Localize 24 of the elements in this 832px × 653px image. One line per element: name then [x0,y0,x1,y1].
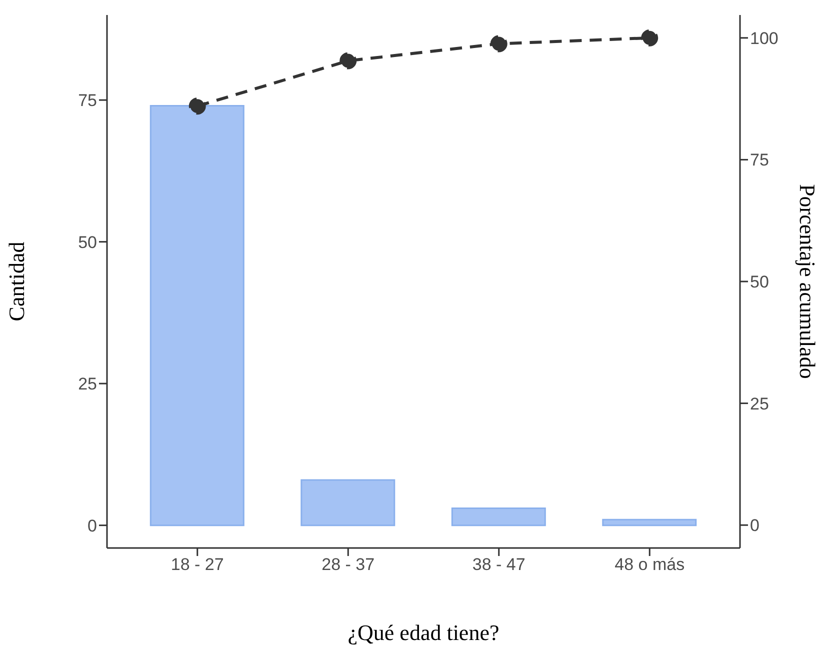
bar [150,104,244,526]
point [340,52,357,70]
y-tick-label: 75 [78,91,97,110]
x-tick-label: 18 - 27 [170,555,224,574]
y-tick-label: 50 [78,232,97,252]
y-tick-label: 25 [78,374,97,394]
y2-tick-label: 100 [750,28,778,48]
y2-tick-label: 25 [750,394,769,414]
y-axis-title: Cantidad [4,242,29,322]
x-axis-title: ¿Qué edad tiene? [348,620,500,645]
bar [300,479,396,526]
y2-axis-title: Porcentaje acumulado [795,184,820,379]
y-tick-label: 0 [88,516,97,536]
y2-tick-label: 0 [750,516,760,536]
bar [602,518,697,526]
x-tick-label: 38 - 47 [472,555,526,574]
x-tick-label: 48 o más [614,555,685,574]
x-tick-label: 28 - 37 [322,555,375,574]
y2-tick-label: 75 [750,150,769,170]
point [641,29,658,46]
point [188,98,206,115]
point [490,35,508,52]
bar [451,508,546,526]
y2-tick-label: 50 [750,272,769,292]
